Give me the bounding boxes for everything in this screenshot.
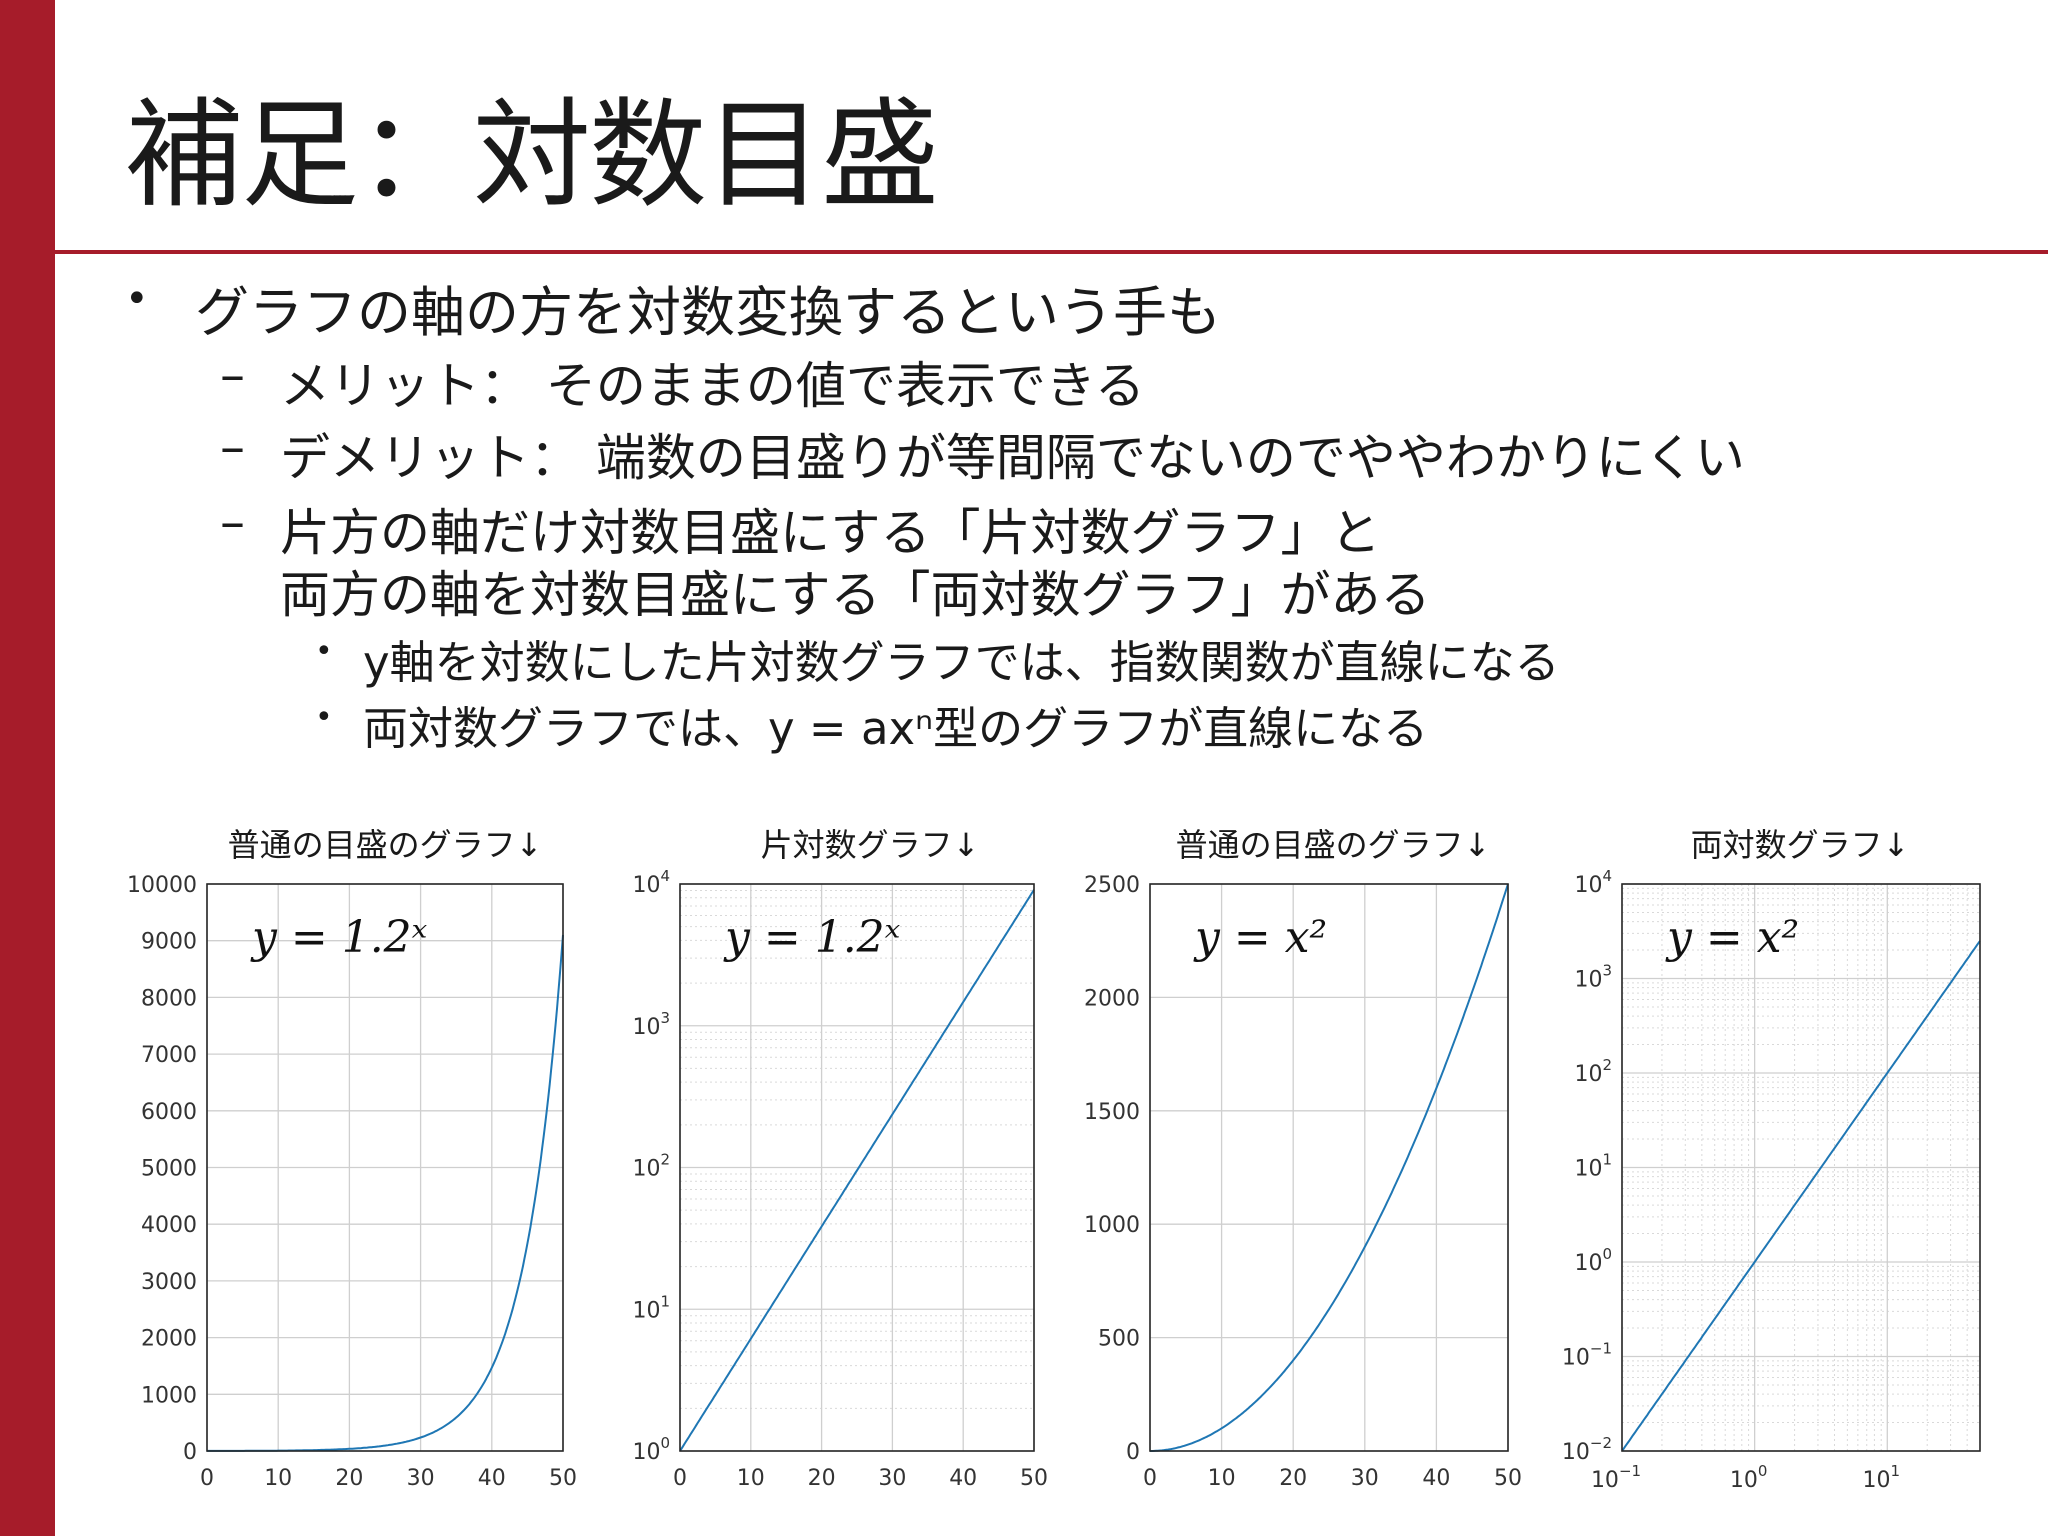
slide-title: 補足：対数目盛 [125, 86, 939, 224]
y-tick-label: 9000 [141, 930, 197, 955]
bullet-marker: • [125, 276, 149, 322]
x-tick-label: 50 [1020, 1466, 1048, 1491]
y-tick-label: 103 [632, 1009, 670, 1040]
y-tick-label: 100 [632, 1434, 670, 1465]
y-tick-label: 500 [1098, 1327, 1140, 1352]
y-tick-label: 102 [632, 1151, 670, 1182]
bullet-text: メリット： そのままの値で表示できる [280, 357, 1145, 415]
y-tick-label: 103 [1574, 962, 1612, 993]
y-tick-label: 1000 [1084, 1213, 1140, 1238]
x-tick-label: 10 [737, 1466, 765, 1491]
x-tick-label: 20 [808, 1466, 836, 1491]
y-tick-label: 101 [632, 1292, 670, 1323]
y-tick-label: 10000 [127, 873, 197, 898]
x-tick-label: 40 [949, 1466, 977, 1491]
bullet-text: デメリット： 端数の目盛りが等間隔でないのでややわかりにくい [280, 429, 1745, 487]
y-tick-label: 2000 [141, 1327, 197, 1352]
title-divider [55, 250, 2048, 254]
bullet-text: 両方の軸を対数目盛にする「両対数グラフ」がある [280, 566, 1431, 624]
bullet-text: 片方の軸だけ対数目盛にする「片対数グラフ」と [280, 504, 1381, 562]
bullet-marker: • [315, 700, 333, 735]
x-tick-label: 20 [1279, 1466, 1307, 1491]
formula-annotation: y = 1.2ˣ [250, 912, 428, 963]
series-line [207, 934, 564, 1452]
y-tick-label: 102 [1574, 1056, 1612, 1087]
bullet-text: y軸を対数にした片対数グラフでは、指数関数が直線になる [363, 636, 1560, 689]
x-tick-label: 10 [1208, 1466, 1236, 1491]
y-tick-label: 0 [183, 1440, 197, 1465]
y-tick-label: 6000 [141, 1100, 197, 1125]
series-line [1621, 940, 1981, 1452]
y-tick-label: 3000 [141, 1270, 197, 1295]
y-tick-label: 5000 [141, 1157, 197, 1182]
y-tick-label: 8000 [141, 986, 197, 1011]
x-tick-label: 30 [407, 1466, 435, 1491]
y-tick-label: 101 [1574, 1151, 1612, 1182]
x-tick-label: 10−1 [1591, 1462, 1641, 1493]
formula-annotation: y = 1.2ˣ [723, 912, 901, 963]
formula-annotation: y = x² [1665, 912, 1799, 963]
x-tick-label: 30 [1351, 1466, 1379, 1491]
y-tick-label: 100 [1574, 1245, 1612, 1276]
x-tick-label: 40 [478, 1466, 506, 1491]
bullet-marker: • [315, 634, 333, 669]
dash-marker: – [220, 493, 245, 551]
y-tick-label: 0 [1126, 1440, 1140, 1465]
y-tick-label: 4000 [141, 1213, 197, 1238]
x-tick-label: 40 [1422, 1466, 1450, 1491]
plot-frame [679, 883, 1035, 1452]
y-tick-label: 1000 [141, 1383, 197, 1408]
y-tick-label: 2000 [1084, 986, 1140, 1011]
y-tick-label: 10−1 [1562, 1340, 1612, 1371]
x-tick-label: 100 [1730, 1462, 1768, 1493]
y-tick-label: 1500 [1084, 1100, 1140, 1125]
y-tick-label: 104 [632, 867, 670, 898]
x-tick-label: 50 [549, 1466, 577, 1491]
x-tick-label: 0 [673, 1466, 687, 1491]
chart-title: 両対数グラフ↓ [1690, 826, 1910, 864]
bullet-text: 両対数グラフでは、y = axⁿ型のグラフが直線になる [363, 702, 1429, 755]
plot-frame [1621, 883, 1981, 1452]
x-tick-label: 50 [1494, 1466, 1522, 1491]
y-tick-label: 10−2 [1562, 1434, 1612, 1465]
x-tick-label: 10 [264, 1466, 292, 1491]
plot-frame [1149, 883, 1509, 1452]
y-tick-label: 2500 [1084, 873, 1140, 898]
chart-title: 普通の目盛のグラフ↓ [1175, 826, 1491, 864]
series-line [679, 889, 1035, 1452]
x-tick-label: 0 [1143, 1466, 1157, 1491]
dash-marker: – [220, 346, 245, 404]
accent-side-bar [0, 0, 55, 1536]
x-tick-label: 0 [200, 1466, 214, 1491]
chart-1: 0100020003000400050006000700080009000100… [127, 873, 577, 1491]
chart-title: 片対数グラフ↓ [760, 826, 980, 864]
y-tick-label: 7000 [141, 1043, 197, 1068]
chart-2: 100 101 102 103 104 0 10 20 30 40 50 y = 1.2ˣ [632, 867, 1048, 1491]
x-tick-label: 20 [335, 1466, 363, 1491]
chart-title: 普通の目盛のグラフ↓ [227, 826, 543, 864]
y-tick-label: 104 [1574, 867, 1612, 898]
series-line [1150, 883, 1509, 1452]
dash-marker: – [220, 418, 245, 476]
x-tick-label: 101 [1863, 1462, 1901, 1493]
plot-frame [206, 883, 564, 1452]
bullet-text: グラフの軸の方を対数変換するという手も [195, 281, 1221, 344]
formula-annotation: y = x² [1193, 912, 1327, 963]
x-tick-label: 30 [878, 1466, 906, 1491]
chart-3: 0 500 1000 1500 2000 2500 0 10 20 30 40 50 y = x² [1084, 873, 1522, 1491]
